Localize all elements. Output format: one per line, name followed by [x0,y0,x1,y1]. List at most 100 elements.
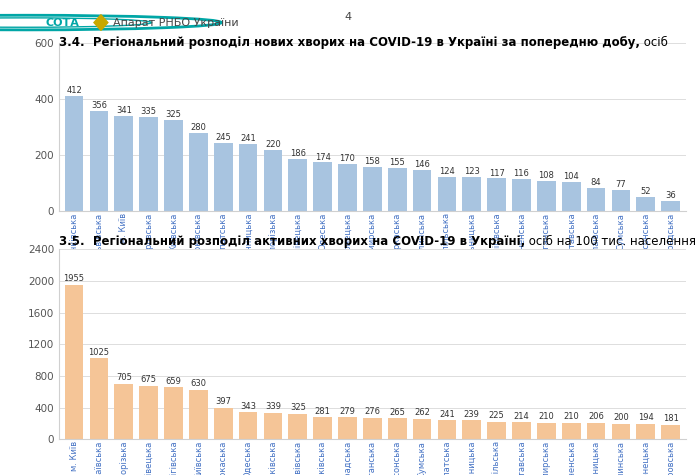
Text: осіб на 100 тис. населення: осіб на 100 тис. населення [525,235,696,248]
Text: 52: 52 [640,187,651,196]
Bar [164,387,183,439]
Text: 705: 705 [116,373,132,382]
Text: 265: 265 [389,408,405,417]
Bar [338,417,357,439]
Text: 280: 280 [191,123,206,132]
Text: 206: 206 [588,412,604,421]
Bar [612,190,631,211]
Text: 412: 412 [66,86,82,95]
Text: 659: 659 [166,377,182,386]
Text: 123: 123 [464,167,480,176]
Text: 194: 194 [638,413,654,422]
Text: 1025: 1025 [88,348,109,357]
Bar [512,422,531,439]
Bar [462,177,481,211]
Bar [139,386,158,439]
Bar [114,115,133,211]
Text: 241: 241 [439,410,454,419]
Text: 104: 104 [563,172,579,181]
Text: 108: 108 [539,171,554,180]
Text: 245: 245 [215,133,231,142]
Text: 170: 170 [340,154,356,163]
Polygon shape [94,15,108,30]
Text: 239: 239 [464,410,480,419]
Text: 343: 343 [240,402,256,410]
Bar [537,423,555,439]
Text: 200: 200 [613,413,628,422]
Text: 279: 279 [340,407,356,416]
Bar [388,418,406,439]
Text: 1955: 1955 [63,274,85,283]
Bar [65,95,84,211]
Bar [562,423,580,439]
Bar [338,163,357,211]
Bar [214,408,232,439]
Text: 335: 335 [141,107,157,116]
Bar [537,181,555,211]
Bar [264,412,283,439]
Text: 210: 210 [539,412,554,421]
Bar [264,150,283,211]
Bar [164,120,183,211]
Bar [587,188,606,211]
Bar [363,418,381,439]
Text: 281: 281 [315,407,331,416]
Bar [487,422,506,439]
Text: 630: 630 [191,379,206,388]
Text: 675: 675 [141,375,157,384]
Text: 117: 117 [489,169,505,178]
Bar [90,111,109,211]
Bar [114,384,133,439]
Text: 210: 210 [563,412,579,421]
Text: 325: 325 [166,110,182,119]
Text: 262: 262 [414,408,430,417]
Text: 225: 225 [489,411,505,420]
Bar [438,177,457,211]
Bar [612,424,631,439]
Bar [438,420,457,439]
Text: 186: 186 [290,149,306,158]
Text: 214: 214 [514,412,530,421]
Bar [587,423,606,439]
Text: 3.5.  Регіональний розподіл активних хворих на COVID-19 в Україні,: 3.5. Регіональний розподіл активних хвор… [59,235,525,248]
Bar [239,412,258,439]
Text: СОТА: СОТА [45,18,79,28]
Bar [313,162,332,211]
Text: 339: 339 [265,402,281,411]
Bar [288,414,307,439]
Text: 341: 341 [116,106,132,114]
Text: 155: 155 [389,158,405,167]
Text: 146: 146 [414,161,430,170]
Text: 36: 36 [665,191,676,200]
Bar [90,358,109,439]
Text: 220: 220 [265,140,280,149]
Bar [512,179,531,211]
Text: 84: 84 [591,178,601,187]
Text: 356: 356 [91,102,107,111]
Bar [462,420,481,439]
Text: Апарат РНБО України: Апарат РНБО України [113,18,238,28]
Bar [239,143,258,211]
Bar [189,390,207,439]
Text: 276: 276 [365,407,380,416]
Text: осіб: осіб [640,36,668,48]
Text: 325: 325 [290,403,306,412]
Bar [636,424,655,439]
Bar [189,133,207,211]
Bar [636,197,655,211]
Text: 77: 77 [615,180,626,189]
Text: 124: 124 [439,167,454,176]
Text: 174: 174 [315,152,331,162]
Bar [313,417,332,439]
Bar [661,201,680,211]
Bar [413,418,432,439]
Text: 241: 241 [240,134,256,143]
Bar [388,168,406,211]
Bar [661,425,680,439]
Text: 3.4.  Регіональний розподіл нових хворих на COVID-19 в Україні за попередню добу: 3.4. Регіональний розподіл нових хворих … [59,36,640,48]
Bar [413,171,432,211]
Text: 397: 397 [215,398,231,407]
Bar [562,182,580,211]
Bar [214,142,232,211]
Bar [65,285,84,439]
